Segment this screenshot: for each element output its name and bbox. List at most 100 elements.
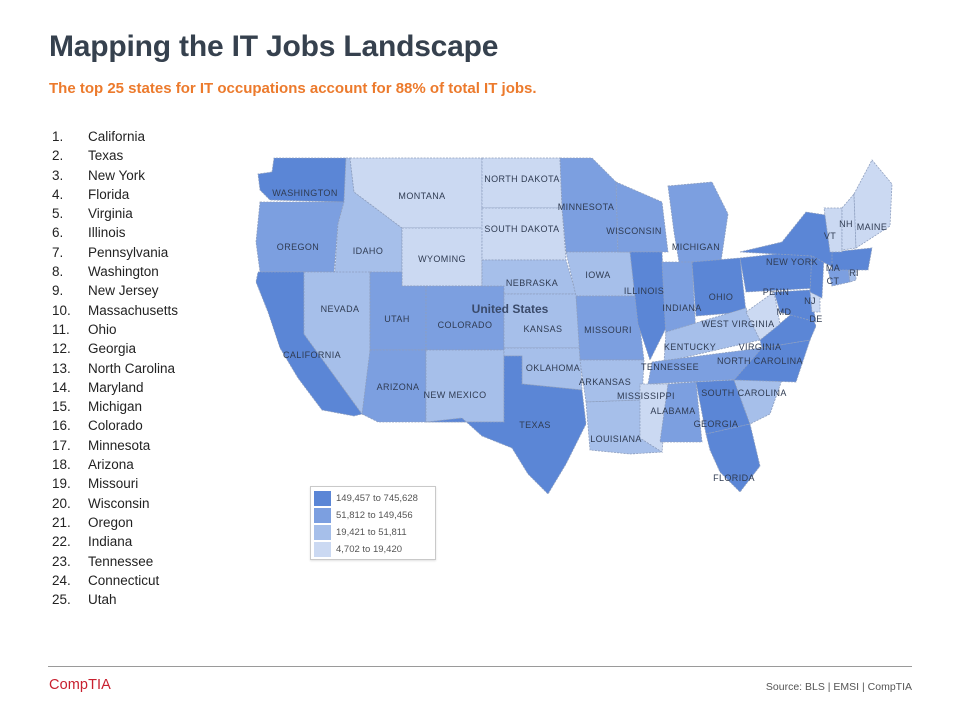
state-ny: [739, 211, 839, 271]
state-label-co: COLORADO: [438, 320, 493, 330]
ranking-state: Illinois: [88, 225, 126, 241]
ranking-item: 13. North Carolina: [52, 359, 178, 378]
state-label-ga: GEORGIA: [694, 419, 739, 429]
ranking-number: 25.: [52, 592, 71, 608]
ranking-number: 20.: [52, 495, 71, 511]
ranking-number: 16.: [52, 418, 71, 434]
ranking-item: 6. Illinois: [52, 223, 178, 242]
state-label-ia: IOWA: [585, 270, 610, 280]
state-ne: [481, 259, 577, 295]
legend-item: 149,457 to 745,628: [314, 490, 435, 507]
ranking-number: 2.: [52, 148, 64, 164]
state-label-de: DE: [809, 314, 822, 324]
ranking-number: 6.: [52, 225, 64, 241]
ranking-number: 8.: [52, 264, 64, 280]
state-label-ri: RI: [849, 268, 859, 278]
state-label-sd: SOUTH DAKOTA: [484, 224, 559, 234]
ranking-item: 19. Missouri: [52, 474, 178, 493]
state-label-oh: OHIO: [709, 292, 734, 302]
state-az: [361, 349, 427, 423]
ranking-state: Pennsylvania: [88, 244, 169, 260]
page-title: Mapping the IT Jobs Landscape: [49, 30, 499, 63]
state-al: [659, 381, 703, 443]
us-map: WASHINGTON OREGON CALIFORNIA IDAHO NEVADA MON…: [250, 152, 910, 500]
state-label-il: ILLINOIS: [624, 286, 664, 296]
ranking-number: 19.: [52, 476, 71, 492]
state-label-mt: MONTANA: [398, 191, 445, 201]
legend-label: 19,421 to 51,811: [336, 527, 407, 538]
state-label-me: MAINE: [857, 222, 888, 232]
ranking-state: Texas: [88, 148, 124, 164]
state-label-nv: NEVADA: [321, 304, 360, 314]
ranking-number: 17.: [52, 437, 71, 453]
state-me: [853, 159, 893, 249]
ranking-number: 21.: [52, 514, 71, 530]
ranking-state: Washington: [88, 264, 159, 280]
state-label-ma: MA: [826, 263, 840, 273]
ranking-item: 17. Minnesota: [52, 436, 178, 455]
ranking-item: 7. Pennsylvania: [52, 243, 178, 262]
state-mo: [575, 295, 645, 361]
ranking-state: Oregon: [88, 514, 134, 530]
ranking-state: Michigan: [88, 399, 143, 415]
state-label-id: IDAHO: [353, 246, 384, 256]
ranking-number: 22.: [52, 534, 71, 550]
ranking-number: 1.: [52, 129, 64, 144]
state-label-wi: WISCONSIN: [606, 226, 662, 236]
state-label-ok: OKLAHOMA: [526, 363, 580, 373]
ranking-state: Connecticut: [88, 572, 160, 588]
comptia-logo: CompTIA: [49, 677, 111, 693]
ranking-state: Indiana: [88, 534, 133, 550]
ranking-number: 11.: [52, 321, 70, 337]
state-label-nj: NJ: [804, 296, 816, 306]
ranking-item: 16. Colorado: [52, 416, 178, 435]
state-mi: [667, 181, 729, 269]
legend-swatch: [314, 508, 331, 523]
ranking-item: 20. Wisconsin: [52, 494, 178, 513]
state-or: [255, 201, 345, 273]
ranking-number: 13.: [52, 360, 71, 376]
legend-swatch: [314, 525, 331, 540]
state-label-mn: MINNESOTA: [558, 202, 614, 212]
state-md: [773, 289, 817, 323]
state-label-ks: KANSAS: [524, 324, 563, 334]
ranking-item: 18. Arizona: [52, 455, 178, 474]
state-label-az: ARIZONA: [377, 382, 420, 392]
state-label-tx: TEXAS: [519, 420, 551, 430]
ranking-state: Ohio: [88, 321, 117, 337]
state-tx: [425, 355, 587, 495]
legend-swatch: [314, 491, 331, 506]
state-label-md: MD: [777, 307, 792, 317]
ranking-item: 3. New York: [52, 166, 178, 185]
ranking-item: 10. Massachusetts: [52, 301, 178, 320]
ranking-item: 11. Ohio: [52, 320, 178, 339]
ranking-item: 21. Oregon: [52, 513, 178, 532]
ranking-item: 15. Michigan: [52, 397, 178, 416]
legend-item: 4,702 to 19,420: [314, 541, 435, 558]
state-label-wy: WYOMING: [418, 254, 466, 264]
legend-label: 51,812 to 149,456: [336, 510, 413, 521]
state-label-mo: MISSOURI: [584, 325, 632, 335]
ranking-state: Colorado: [88, 418, 143, 434]
state-label-nm: NEW MEXICO: [423, 390, 486, 400]
state-label-al: ALABAMA: [650, 406, 695, 416]
ranking-number: 14.: [52, 379, 71, 395]
ranking-item: 5. Virginia: [52, 204, 178, 223]
state-ranking-list: 1. California 2. Texas 3. New York 4. Florida 5.…: [52, 127, 178, 609]
state-vt: [823, 207, 843, 253]
source-note: Source: BLS | EMSI | CompTIA: [765, 681, 912, 693]
state-nh: [841, 192, 857, 251]
state-label-in: INDIANA: [662, 303, 701, 313]
ranking-number: 3.: [52, 167, 64, 183]
legend-label: 149,457 to 745,628: [336, 493, 418, 504]
state-ia: [565, 251, 637, 297]
state-label-ct: CT: [827, 276, 840, 286]
state-label-tn: TENNESSEE: [641, 362, 699, 372]
state-label-ar: ARKANSAS: [579, 377, 631, 387]
ranking-number: 10.: [52, 302, 71, 318]
ranking-item: 1. California: [52, 127, 178, 146]
legend-item: 51,812 to 149,456: [314, 507, 435, 524]
state-label-ms: MISSISSIPPI: [617, 391, 675, 401]
ranking-state: Utah: [88, 592, 117, 608]
ranking-number: 18.: [52, 457, 71, 473]
